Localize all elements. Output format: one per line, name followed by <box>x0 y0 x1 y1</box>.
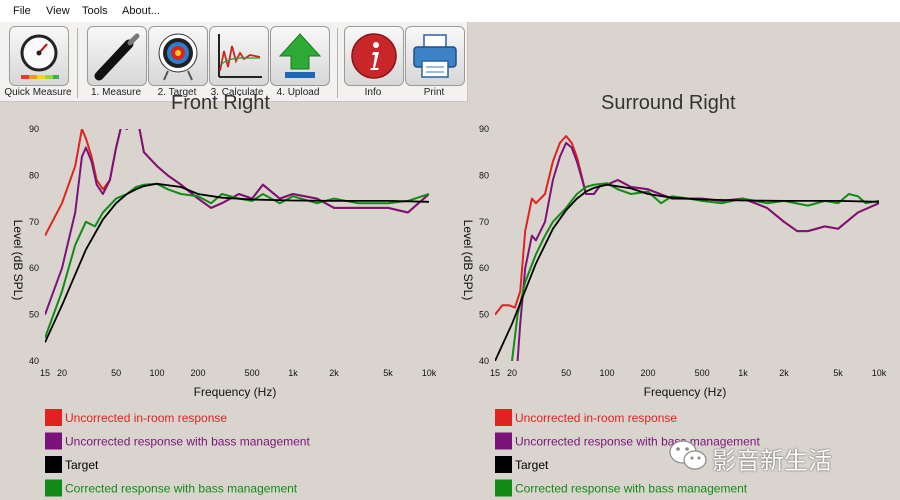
series-line-corrected <box>45 182 429 339</box>
legend-swatch <box>495 409 512 426</box>
y-tick-label: 90 <box>479 124 489 134</box>
legend-swatch <box>45 432 62 450</box>
legend-swatch <box>495 479 512 497</box>
watermark-text: 影音新生活 <box>712 447 832 475</box>
y-tick-label: 60 <box>479 263 489 273</box>
y-axis-label: Level (dB SPL) <box>11 220 25 301</box>
x-tick-label: 5k <box>383 368 393 378</box>
x-tick-label: 10k <box>872 368 887 378</box>
calculate-button[interactable] <box>209 26 269 86</box>
x-tick-label: 20 <box>507 368 517 378</box>
chart-title-front-right: Front Right <box>171 92 270 114</box>
series-line-target <box>495 183 879 361</box>
x-tick-label: 15 <box>490 368 500 378</box>
y-tick-label: 70 <box>479 217 489 227</box>
toolbar: Quick Measure 1. Measure 2. Target 3. Ca… <box>0 22 468 102</box>
x-tick-label: 100 <box>600 368 615 378</box>
x-tick-label: 20 <box>57 368 67 378</box>
y-axis-label: Level (dB SPL) <box>461 220 475 301</box>
x-axis-label: Frequency (Hz) <box>194 385 277 399</box>
y-tick-label: 90 <box>29 124 39 134</box>
x-tick-label: 200 <box>640 368 655 378</box>
x-tick-label: 100 <box>150 368 165 378</box>
x-tick-label: 5k <box>833 368 843 378</box>
info-icon <box>351 33 397 79</box>
y-tick-label: 70 <box>29 217 39 227</box>
x-tick-label: 1k <box>738 368 748 378</box>
x-tick-label: 200 <box>190 368 205 378</box>
series-line-target <box>45 182 429 343</box>
y-tick-label: 60 <box>29 263 39 273</box>
upload-label: 4. Upload <box>276 87 320 98</box>
target-button[interactable] <box>148 26 208 86</box>
x-tick-label: 2k <box>779 368 789 378</box>
measure-button[interactable] <box>87 26 147 86</box>
y-tick-label: 50 <box>479 310 489 320</box>
series-line-bass-managed <box>516 141 879 361</box>
series-line-uncorrected <box>495 135 879 316</box>
legend-label: Uncorrected in-room response <box>515 411 677 425</box>
quick-measure-button[interactable] <box>9 26 69 86</box>
menu-tools[interactable]: Tools <box>82 5 108 17</box>
legend-label: Corrected response with bass management <box>65 482 298 496</box>
quick-measure-label: Quick Measure <box>4 87 72 98</box>
x-tick-label: 500 <box>245 368 260 378</box>
legend-swatch <box>45 409 62 426</box>
x-tick-label: 10k <box>422 368 437 378</box>
y-tick-label: 40 <box>29 356 39 366</box>
legend-swatch <box>45 479 62 497</box>
toolbar-separator <box>337 28 338 98</box>
front-right-chart: 40 50 60 70 80 90 15 20 50 100 200 500 1k 2k 5k 10k Freq… <box>11 124 437 497</box>
upload-button[interactable] <box>270 26 330 86</box>
series-line-bass-managed <box>45 129 429 315</box>
legend-swatch <box>45 456 62 473</box>
x-axis-label: Frequency (Hz) <box>644 385 727 399</box>
x-tick-label: 15 <box>40 368 50 378</box>
info-label: Info <box>364 87 382 98</box>
legend-label: Uncorrected response with bass managemen… <box>515 435 760 449</box>
y-tick-label: 40 <box>479 356 489 366</box>
watermark: 影音新生活 <box>668 437 876 475</box>
speedometer-icon <box>20 34 59 79</box>
series-line-uncorrected <box>45 129 429 237</box>
y-tick-label: 50 <box>29 310 39 320</box>
x-tick-label: 50 <box>561 368 571 378</box>
chart-title-surround-right: Surround Right <box>601 92 736 114</box>
y-tick-label: 80 <box>29 170 39 180</box>
legend-swatch <box>495 432 512 450</box>
print-button[interactable] <box>405 26 465 86</box>
legend-label: Target <box>515 458 549 472</box>
menu-file[interactable]: File <box>13 5 31 17</box>
upload-arrow-icon <box>278 33 322 78</box>
microphone-icon <box>94 33 140 81</box>
x-tick-label: 500 <box>695 368 710 378</box>
menu-view[interactable]: View <box>46 5 70 17</box>
legend-label: Uncorrected response with bass managemen… <box>65 435 310 449</box>
legend-label: Uncorrected in-room response <box>65 411 227 425</box>
x-tick-label: 2k <box>329 368 339 378</box>
y-tick-label: 80 <box>479 170 489 180</box>
target-label: 2. Target <box>157 87 197 98</box>
printer-icon <box>413 34 457 78</box>
graph-icon <box>218 34 262 78</box>
x-tick-label: 1k <box>288 368 298 378</box>
calculate-label: 3. Calculate <box>210 87 264 98</box>
measure-label: 1. Measure <box>90 87 142 98</box>
toolbar-separator <box>77 28 78 98</box>
archery-target-icon <box>158 33 198 81</box>
legend-label: Corrected response with bass management <box>515 482 748 496</box>
x-tick-label: 50 <box>111 368 121 378</box>
info-button[interactable] <box>344 26 404 86</box>
chat-bubbles-icon <box>669 440 707 470</box>
legend-swatch <box>495 456 512 473</box>
print-label: Print <box>423 87 445 98</box>
menu-bar: File View Tools About... <box>0 0 900 22</box>
surround-right-chart: 40 50 60 70 80 90 15 20 50 100 200 500 1k 2k 5k 10k Freq… <box>461 124 887 497</box>
legend-label: Target <box>65 458 99 472</box>
menu-about[interactable]: About... <box>122 5 160 17</box>
